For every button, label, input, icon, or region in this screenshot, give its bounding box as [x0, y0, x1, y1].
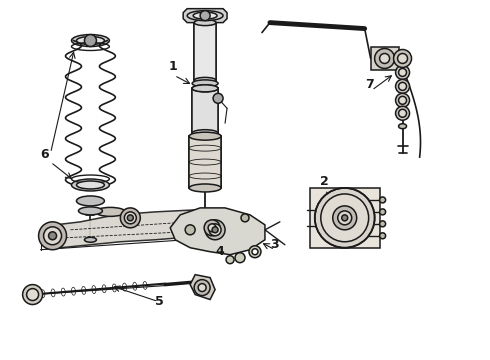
Bar	[370, 46, 398, 71]
Circle shape	[185, 225, 195, 235]
Circle shape	[321, 194, 368, 242]
Bar	[310, 188, 380, 248]
Circle shape	[44, 227, 62, 245]
Circle shape	[380, 197, 386, 203]
Circle shape	[393, 50, 412, 67]
Circle shape	[26, 289, 39, 301]
Circle shape	[124, 212, 136, 224]
Polygon shape	[41, 210, 215, 248]
Ellipse shape	[72, 179, 109, 191]
Circle shape	[205, 220, 225, 240]
Circle shape	[198, 284, 206, 292]
Circle shape	[380, 209, 386, 215]
Ellipse shape	[189, 132, 221, 140]
Polygon shape	[170, 208, 265, 255]
Bar	[189, 136, 221, 188]
Ellipse shape	[192, 80, 218, 87]
Polygon shape	[190, 275, 215, 300]
Circle shape	[315, 188, 375, 248]
Circle shape	[226, 256, 234, 264]
Circle shape	[397, 54, 408, 63]
Text: 5: 5	[155, 294, 164, 307]
Text: 7: 7	[365, 78, 373, 91]
Circle shape	[200, 11, 210, 21]
Circle shape	[342, 215, 348, 221]
Circle shape	[241, 214, 249, 222]
Circle shape	[398, 96, 407, 104]
Circle shape	[249, 246, 261, 258]
Circle shape	[49, 232, 56, 240]
Circle shape	[39, 222, 67, 250]
Circle shape	[194, 280, 210, 296]
Circle shape	[209, 224, 221, 236]
Circle shape	[395, 106, 410, 120]
Ellipse shape	[192, 130, 218, 137]
Circle shape	[212, 227, 218, 233]
Bar	[194, 23, 216, 80]
Circle shape	[213, 93, 223, 103]
Ellipse shape	[84, 237, 97, 242]
Circle shape	[338, 211, 352, 225]
Bar	[192, 88, 218, 133]
Circle shape	[333, 206, 357, 230]
Ellipse shape	[96, 207, 125, 216]
Circle shape	[252, 249, 258, 255]
Ellipse shape	[78, 207, 102, 215]
Circle shape	[380, 54, 390, 63]
Ellipse shape	[76, 181, 104, 189]
Circle shape	[380, 233, 386, 239]
Ellipse shape	[194, 20, 216, 26]
Circle shape	[208, 224, 216, 232]
Ellipse shape	[189, 184, 221, 192]
Text: 4: 4	[215, 245, 224, 258]
Ellipse shape	[76, 196, 104, 206]
Circle shape	[84, 35, 97, 46]
Circle shape	[395, 66, 410, 80]
Circle shape	[380, 221, 386, 227]
Ellipse shape	[194, 77, 216, 84]
Ellipse shape	[398, 124, 407, 129]
Circle shape	[398, 68, 407, 76]
Text: 2: 2	[320, 175, 328, 188]
Ellipse shape	[187, 11, 223, 21]
Circle shape	[23, 285, 43, 305]
Circle shape	[398, 82, 407, 90]
Polygon shape	[183, 9, 227, 23]
Ellipse shape	[192, 85, 218, 92]
Circle shape	[121, 208, 140, 228]
Circle shape	[235, 253, 245, 263]
Ellipse shape	[72, 35, 109, 46]
Circle shape	[395, 80, 410, 93]
Circle shape	[204, 220, 220, 236]
Ellipse shape	[76, 37, 104, 45]
Circle shape	[375, 49, 394, 68]
Text: 3: 3	[270, 238, 278, 251]
Circle shape	[127, 215, 133, 221]
Ellipse shape	[192, 85, 218, 92]
Ellipse shape	[193, 12, 217, 19]
Circle shape	[395, 93, 410, 107]
Circle shape	[398, 109, 407, 117]
Text: 6: 6	[41, 148, 49, 161]
Text: 1: 1	[168, 60, 177, 73]
